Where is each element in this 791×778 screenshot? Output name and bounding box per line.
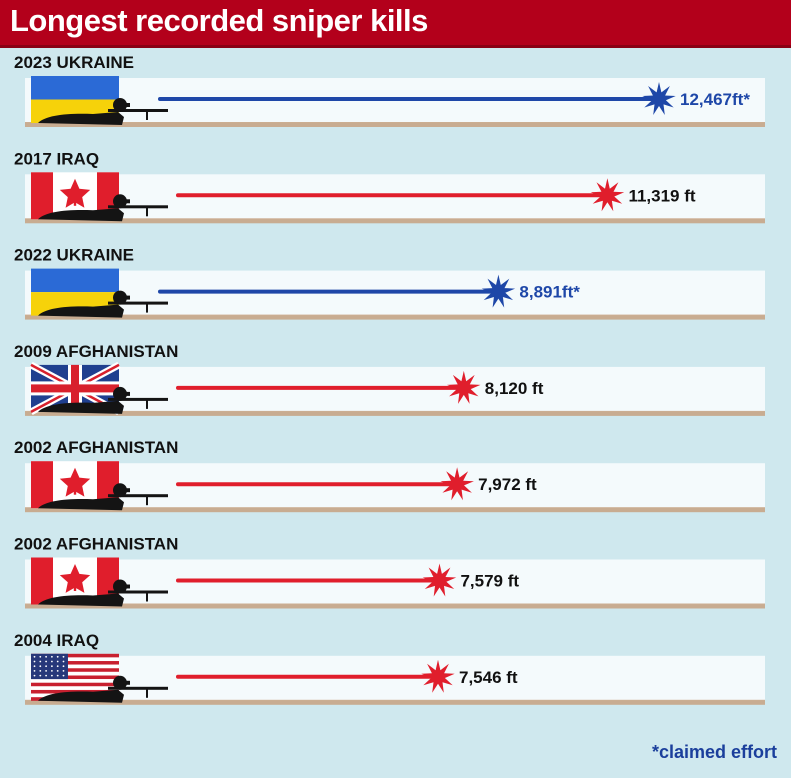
category-label: 2017 IRAQ: [14, 149, 99, 168]
value-label: 7,546 ft: [459, 668, 518, 687]
category-label: 2004 IRAQ: [14, 631, 99, 650]
ground-shadow: [25, 410, 765, 416]
category-label: 2022 UKRAINE: [14, 246, 134, 265]
impact-burst-icon: [422, 563, 457, 597]
ground-shadow: [25, 603, 765, 609]
value-label: 8,891ft*: [519, 283, 580, 302]
ground-shadow: [25, 699, 765, 705]
bar-row: 2023 UKRAINE 12,467ft*: [14, 53, 765, 127]
ground-shadow: [25, 218, 765, 224]
footnote: *claimed effort: [651, 742, 777, 762]
impact-burst-icon: [642, 82, 676, 115]
header-banner: Longest recorded sniper kills: [0, 0, 791, 45]
value-label: 7,972 ft: [478, 475, 537, 494]
bar-row: 2004 IRAQ 7,546 ft: [14, 631, 765, 705]
value-label: 8,120 ft: [485, 379, 544, 398]
ground-shadow: [25, 122, 765, 127]
impact-burst-icon: [440, 467, 474, 501]
bar-row: 2009 AFGHANISTAN 8,120 ft: [14, 342, 765, 416]
category-label: 2023 UKRAINE: [14, 53, 134, 72]
ground-shadow: [25, 507, 765, 513]
value-label: 12,467ft*: [680, 90, 750, 109]
ground-shadow: [25, 314, 765, 320]
impact-burst-icon: [590, 178, 625, 212]
bar-row: 2022 UKRAINE 8,891ft*: [14, 246, 765, 320]
impact-burst-icon: [481, 274, 516, 308]
category-label: 2002 AFGHANISTAN: [14, 535, 178, 554]
category-label: 2002 AFGHANISTAN: [14, 438, 178, 457]
impact-burst-icon: [447, 370, 481, 404]
bar-row: 2017 IRAQ 11,319 ft: [14, 149, 765, 224]
chart-title: Longest recorded sniper kills: [10, 3, 428, 38]
value-label: 11,319 ft: [628, 186, 695, 205]
value-label: 7,579 ft: [460, 572, 519, 591]
bar-row: 2002 AFGHANISTAN 7,579 ft: [14, 535, 765, 609]
category-label: 2009 AFGHANISTAN: [14, 342, 178, 361]
header-rule: [0, 45, 791, 48]
bar-row: 2002 AFGHANISTAN 7,972 ft: [14, 438, 765, 513]
impact-burst-icon: [421, 659, 455, 693]
